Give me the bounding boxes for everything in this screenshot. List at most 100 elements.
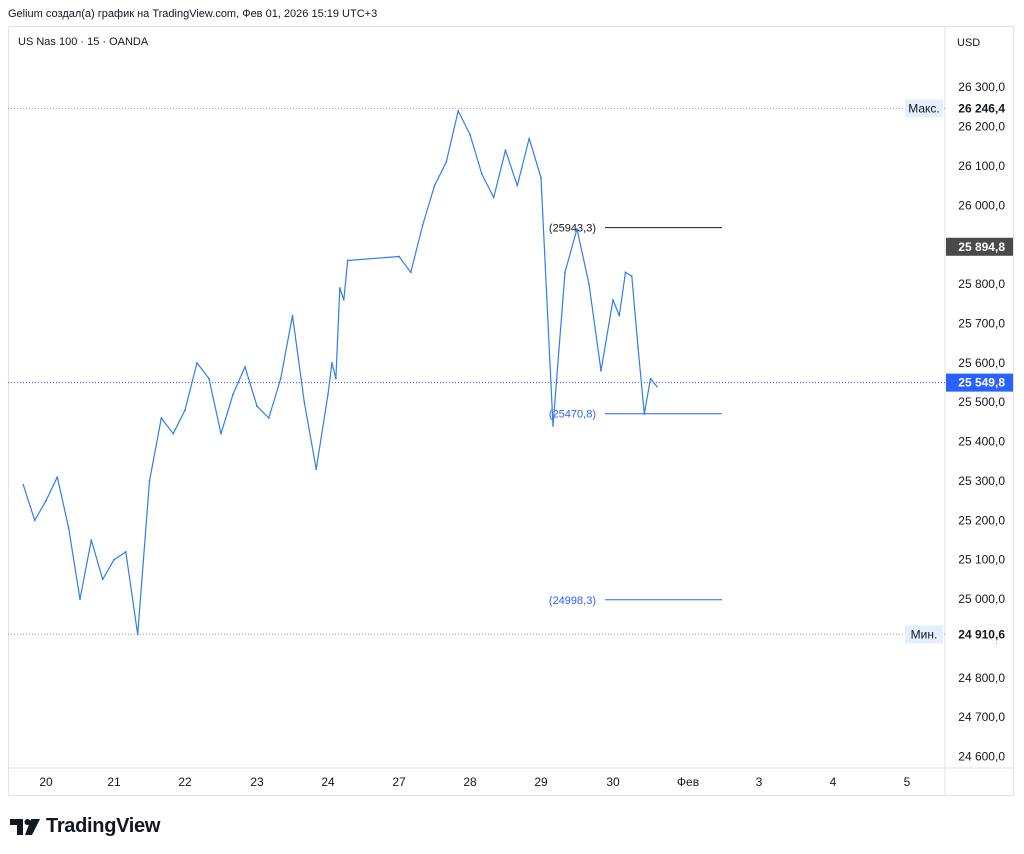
price-point — [220, 432, 222, 435]
price-point — [33, 519, 36, 522]
price-point — [136, 633, 139, 636]
price-point — [327, 393, 329, 396]
price-point — [113, 558, 115, 561]
price-point — [90, 539, 93, 541]
x-tick-label: 20 — [39, 775, 53, 789]
price-point — [148, 480, 151, 482]
x-tick-label: 23 — [250, 775, 264, 789]
y-tick-label: 25 800,0 — [958, 277, 1005, 291]
price-point — [331, 362, 333, 364]
y-tick-label: 25 000,0 — [958, 592, 1005, 606]
y-tick-label: 26 100,0 — [958, 159, 1005, 173]
price-point — [315, 468, 318, 471]
price-point — [630, 275, 633, 278]
tradingview-logo[interactable]: TradingView — [10, 815, 160, 838]
currency-label[interactable]: USD — [957, 37, 980, 49]
price-point — [67, 527, 70, 530]
price-point — [338, 287, 341, 289]
y-tick-label: 26 300,0 — [958, 80, 1005, 94]
price-point — [160, 417, 163, 419]
max-label: Макс. — [908, 101, 940, 115]
chart-frame: 24 600,024 700,024 800,024 900,025 000,0… — [8, 26, 1014, 796]
price-point — [124, 551, 127, 553]
price-point — [398, 255, 400, 258]
price-point — [256, 405, 258, 408]
y-tick-label: 25 100,0 — [958, 553, 1005, 567]
y-tick-label: 24 700,0 — [958, 710, 1005, 724]
min-label-bg — [905, 625, 943, 644]
y-tick-label: 26 000,0 — [958, 198, 1005, 212]
price-point — [612, 299, 614, 301]
price-point — [172, 432, 175, 435]
price-point — [516, 184, 519, 187]
price-point — [279, 377, 282, 380]
price-point — [342, 299, 345, 301]
price-point — [655, 385, 658, 388]
y-tick-label: 25 600,0 — [958, 356, 1005, 370]
x-tick-label: 3 — [756, 775, 763, 789]
x-tick-label: 21 — [107, 775, 121, 789]
max-price-value: 26 246,4 — [958, 101, 1005, 115]
price-point — [469, 133, 471, 136]
price-point — [291, 314, 294, 317]
price-point — [576, 228, 578, 230]
price-point — [588, 283, 590, 285]
price-series-line — [22, 110, 658, 636]
x-tick-label: 22 — [178, 775, 192, 789]
price-point — [196, 362, 198, 364]
price-point — [445, 161, 448, 163]
max-label-bg — [905, 99, 943, 118]
price-point — [528, 137, 531, 140]
min-price-value: 24 910,6 — [958, 627, 1005, 641]
y-tick-label: 26 200,0 — [958, 120, 1005, 134]
price-point — [101, 578, 104, 581]
price-point — [504, 149, 507, 152]
y-tick-label: 25 700,0 — [958, 316, 1005, 330]
price-point — [552, 425, 554, 427]
price-point — [433, 184, 436, 187]
min-price-value-bg — [946, 625, 1013, 644]
x-tick-label: Фев — [677, 775, 699, 789]
tradingview-logo-text: TradingView — [46, 815, 161, 837]
y-tick-label: 25 500,0 — [958, 395, 1005, 409]
tradingview-logo-icon — [10, 818, 40, 835]
price-point — [303, 401, 306, 404]
price-point — [624, 271, 627, 274]
price-point — [421, 224, 424, 226]
y-tick-label: 25 400,0 — [958, 435, 1005, 449]
price-point — [22, 484, 25, 486]
symbol-legend: US Nas 100 · 15 · OANDA — [18, 36, 149, 48]
y-tick-label: 24 600,0 — [958, 750, 1005, 764]
price-point — [244, 365, 246, 368]
price-point — [335, 377, 337, 380]
price-point — [409, 271, 412, 274]
price-point — [457, 110, 460, 112]
y-tick-label: 25 200,0 — [958, 513, 1005, 527]
price-point — [184, 409, 186, 411]
x-tick-label: 28 — [463, 775, 477, 789]
current-price-value: 25 549,8 — [958, 376, 1005, 390]
price-point — [267, 417, 270, 419]
level-label: (25470,8) — [549, 409, 596, 421]
price-point — [56, 476, 59, 478]
price-point — [564, 271, 566, 274]
level-label: (25943,3) — [549, 223, 596, 235]
price-point — [637, 346, 639, 348]
x-tick-label: 4 — [830, 775, 837, 789]
crosshair-price-value: 25 894,8 — [958, 240, 1005, 254]
price-point — [618, 314, 621, 317]
max-price-value-bg — [946, 99, 1013, 118]
x-tick-label: 30 — [606, 775, 620, 789]
crosshair-price-value-bg — [946, 237, 1013, 256]
min-label: Мин. — [911, 627, 938, 641]
price-chart[interactable]: 24 600,024 700,024 800,024 900,025 000,0… — [8, 26, 1014, 796]
price-point — [346, 259, 349, 262]
price-point — [600, 369, 602, 372]
price-point — [480, 173, 483, 175]
x-tick-label: 24 — [321, 775, 335, 789]
price-point — [232, 393, 234, 396]
x-tick-label: 5 — [904, 775, 911, 789]
price-point — [492, 196, 495, 199]
price-point — [79, 598, 81, 600]
price-point — [45, 499, 47, 502]
